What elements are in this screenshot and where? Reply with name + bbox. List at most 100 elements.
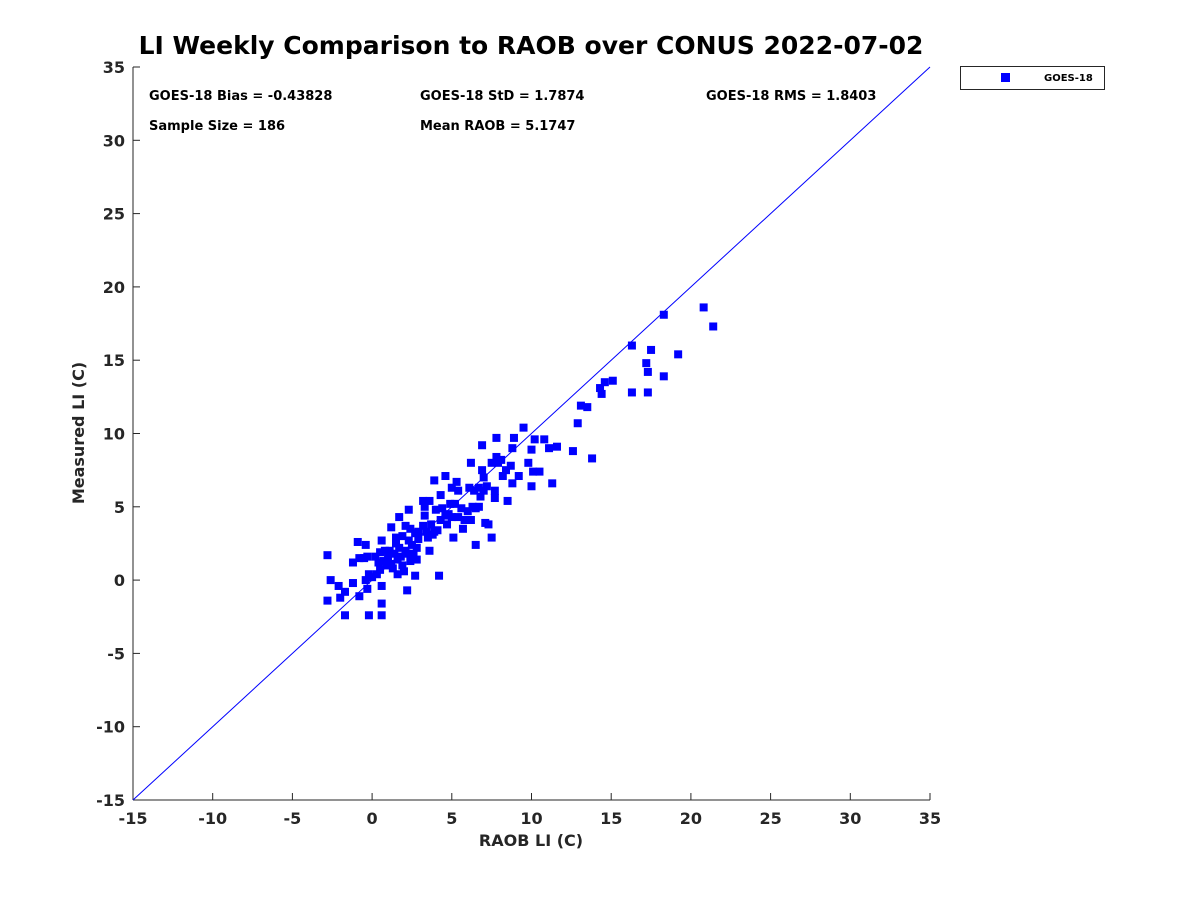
data-point xyxy=(597,389,606,398)
data-point xyxy=(395,513,404,522)
data-point xyxy=(470,486,479,495)
data-point xyxy=(411,571,420,580)
data-point xyxy=(487,458,496,467)
legend-marker-goes-18 xyxy=(1001,73,1010,82)
stat-bias: GOES-18 Bias = -0.43828 xyxy=(149,89,332,104)
x-axis-ticks: -15 -10 -5 0 5 10 15 20 25 30 35 xyxy=(119,793,941,828)
data-point xyxy=(460,515,469,524)
data-point xyxy=(377,599,386,608)
data-point xyxy=(463,507,472,516)
data-point xyxy=(509,433,518,442)
legend-box xyxy=(960,66,1105,90)
data-point xyxy=(404,505,413,514)
data-point xyxy=(573,419,582,428)
data-point xyxy=(524,458,533,467)
data-point xyxy=(393,570,402,579)
data-point xyxy=(514,472,523,481)
data-point xyxy=(425,496,434,505)
data-point xyxy=(387,523,396,532)
data-point xyxy=(382,561,391,570)
data-point xyxy=(364,611,373,620)
data-point xyxy=(450,499,459,508)
data-point xyxy=(478,466,487,475)
data-point xyxy=(401,521,410,530)
stat-rms: GOES-18 RMS = 1.8403 xyxy=(706,89,876,104)
data-point xyxy=(492,452,501,461)
data-point xyxy=(376,548,385,557)
data-point xyxy=(596,384,605,393)
data-point xyxy=(501,466,510,475)
data-point xyxy=(443,520,452,529)
data-point xyxy=(425,546,434,555)
x-tick-label: -10 xyxy=(198,809,227,828)
data-point xyxy=(627,388,636,397)
data-point xyxy=(385,546,394,555)
data-point xyxy=(454,486,463,495)
data-point xyxy=(447,513,456,522)
data-point xyxy=(412,555,421,564)
y-tick-label: 25 xyxy=(103,205,125,224)
data-point xyxy=(540,435,549,444)
data-point xyxy=(471,540,480,549)
x-axis-label: RAOB LI (C) xyxy=(479,831,583,850)
y-tick-label: -15 xyxy=(96,791,125,810)
data-point xyxy=(406,524,415,533)
y-axis-label: Measured LI (C) xyxy=(69,362,88,504)
data-point xyxy=(420,502,429,511)
x-tick-label: 35 xyxy=(919,809,941,828)
data-point xyxy=(355,554,364,563)
data-point xyxy=(482,482,491,491)
data-point xyxy=(436,515,445,524)
data-point xyxy=(478,441,487,450)
data-point xyxy=(379,557,388,566)
data-point xyxy=(392,539,401,548)
data-point xyxy=(435,571,444,580)
x-tick-label: 10 xyxy=(520,809,542,828)
data-point xyxy=(398,561,407,570)
data-point xyxy=(490,494,499,503)
data-point xyxy=(476,492,485,501)
y-tick-label: -10 xyxy=(96,718,125,737)
data-point xyxy=(436,491,445,500)
data-point xyxy=(527,445,536,454)
stat-mean-raob: Mean RAOB = 5.1747 xyxy=(420,119,575,134)
y-tick-label: 35 xyxy=(103,58,125,77)
data-point xyxy=(363,584,372,593)
data-point xyxy=(530,435,539,444)
data-point xyxy=(353,537,362,546)
data-point xyxy=(519,423,528,432)
data-point xyxy=(377,611,386,620)
data-point xyxy=(484,520,493,529)
y-tick-label: 5 xyxy=(114,498,125,517)
data-point xyxy=(368,573,377,582)
data-point xyxy=(380,546,389,555)
data-point xyxy=(387,559,396,568)
data-point xyxy=(497,455,506,464)
x-tick-label: -5 xyxy=(284,809,302,828)
data-point xyxy=(361,540,370,549)
data-point xyxy=(535,467,544,476)
y-tick-label: 0 xyxy=(114,571,125,590)
data-point xyxy=(503,496,512,505)
data-point xyxy=(647,345,656,354)
data-point xyxy=(474,502,483,511)
data-point xyxy=(363,552,372,561)
data-point xyxy=(583,403,592,412)
data-point xyxy=(458,524,467,533)
data-point xyxy=(427,520,436,529)
data-point xyxy=(600,378,609,387)
data-point xyxy=(414,535,423,544)
data-point xyxy=(414,527,423,536)
data-point xyxy=(376,565,385,574)
data-point xyxy=(498,472,507,481)
data-point xyxy=(508,444,517,453)
data-point xyxy=(659,372,668,381)
data-point xyxy=(420,511,429,520)
data-point xyxy=(398,532,407,541)
data-point xyxy=(323,596,332,605)
data-point xyxy=(341,587,350,596)
data-point xyxy=(377,536,386,545)
data-point xyxy=(323,551,332,560)
